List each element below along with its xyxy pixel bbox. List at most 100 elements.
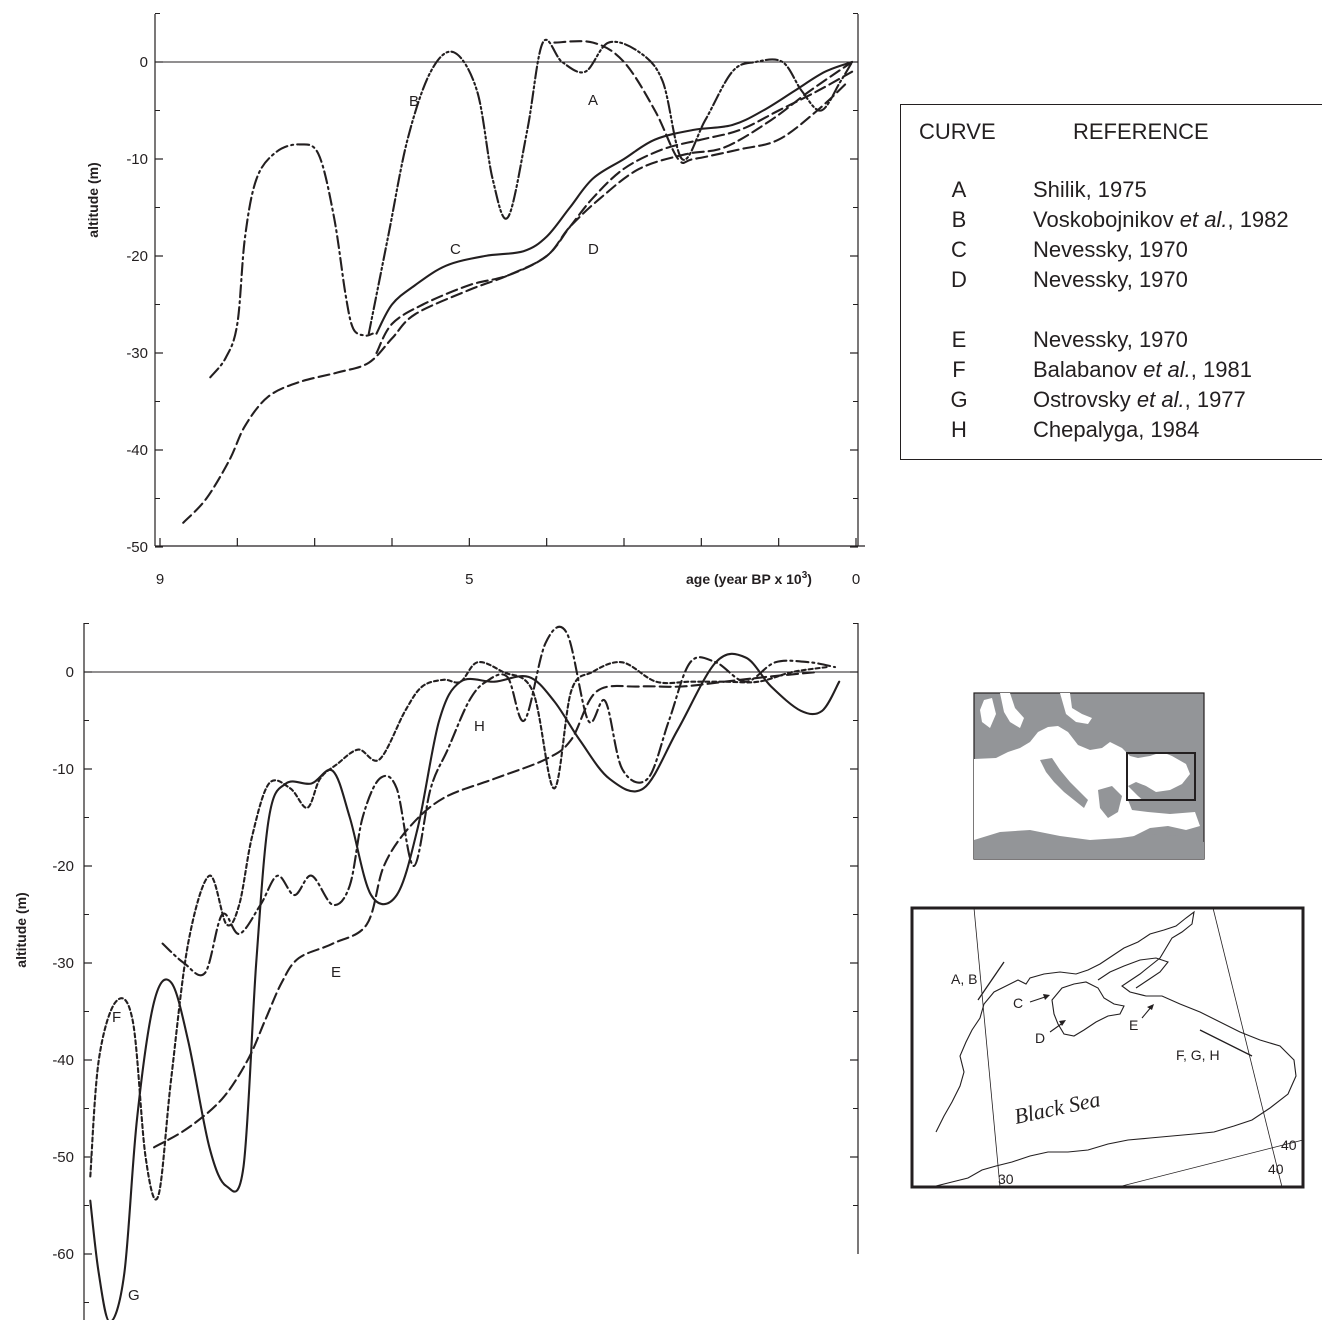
legend-row-G: G Ostrovsky et al., 1977 xyxy=(901,387,1322,417)
top-label-B: B xyxy=(409,93,419,110)
arrow-C-head xyxy=(1043,994,1050,1000)
legend-row-A: A Shilik, 1975 xyxy=(901,177,1322,207)
bottom-label-F: F xyxy=(112,1009,121,1026)
europe-anatolia xyxy=(1128,798,1195,814)
top-xtick-label-2: 0 xyxy=(852,571,860,588)
bottom-series xyxy=(89,625,841,1320)
bottom-series-H-3 xyxy=(161,625,837,977)
x-axis-title-text: age (year BP x 10 xyxy=(686,571,802,587)
top-series-B-1 xyxy=(367,38,854,335)
legend-reference: Voskobojnikov et al., 1982 xyxy=(1033,207,1289,233)
top-x-ticks: 9 5 0 xyxy=(156,538,860,588)
legend-ref-year: , 1981 xyxy=(1190,357,1252,382)
top-ytick-label-2: -20 xyxy=(126,248,148,265)
crimea-peninsula xyxy=(1051,981,1125,1037)
legend-ref-etal: et al. xyxy=(1136,387,1185,412)
europe-italy xyxy=(1040,758,1088,808)
legend-key: F xyxy=(952,357,966,382)
bottom-chart: 0 -10 -20 -30 -40 -50 -60 altitude (m) E F G H xyxy=(13,623,859,1320)
map-label-D: D xyxy=(1035,1030,1045,1046)
arrow-D-head xyxy=(1059,1020,1066,1026)
legend-key: C xyxy=(951,237,967,262)
legend-ref-author: Voskobojnikov xyxy=(1033,207,1180,232)
bottom-series-F-1 xyxy=(89,661,828,1201)
map-label-C: C xyxy=(1013,995,1023,1011)
legend-reference: Nevessky, 1970 xyxy=(1033,327,1188,353)
europe-locator-map xyxy=(973,692,1205,860)
x-axis-title-sup: 3 xyxy=(802,570,808,581)
bottom-ytick-label-3: -30 xyxy=(52,955,74,972)
top-series-D-3 xyxy=(375,70,854,355)
top-ytick-label-5: -50 xyxy=(126,539,148,556)
map-grid-label-30: 30 xyxy=(998,1171,1014,1187)
legend-reference: Nevessky, 1970 xyxy=(1033,237,1188,263)
bottom-ytick-label-2: -20 xyxy=(52,858,74,875)
legend-key: B xyxy=(951,207,967,232)
legend-key: E xyxy=(951,327,967,352)
legend-ref-etal: et al. xyxy=(1143,357,1191,382)
legend-ref-author: Nevessky, 1970 xyxy=(1033,237,1188,262)
meridian-30 xyxy=(973,907,1001,1188)
legend-row-E: E Nevessky, 1970 xyxy=(901,327,1322,357)
europe-greece xyxy=(1098,786,1122,818)
bottom-ytick-label-4: -40 xyxy=(52,1052,74,1069)
top-y-ticks: 0 -10 -20 -30 -40 -50 xyxy=(126,13,858,556)
legend-row-F: F Balabanov et al., 1981 xyxy=(901,357,1322,387)
top-y-axis-title: altitude (m) xyxy=(85,162,101,237)
top-x-axis-title: age (year BP x 103) xyxy=(686,570,812,587)
bottom-series-E-0 xyxy=(153,670,820,1149)
arrow-E-head xyxy=(1147,1004,1154,1010)
top-ytick-label-0: 0 xyxy=(140,54,148,71)
top-xtick-label-1: 5 xyxy=(465,571,473,588)
legend-row-B: B Voskobojnikov et al., 1982 xyxy=(901,207,1322,237)
legend-ref-author: Nevessky, 1970 xyxy=(1033,267,1188,292)
map-label-E: E xyxy=(1129,1017,1138,1033)
legend-row-D: D Nevessky, 1970 xyxy=(901,267,1322,297)
bottom-ytick-label-1: -10 xyxy=(52,761,74,778)
legend-reference: Balabanov et al., 1981 xyxy=(1033,357,1252,383)
meridian-40 xyxy=(1212,907,1283,1188)
transect-A-B xyxy=(977,961,1005,1001)
legend-header-curve: CURVE xyxy=(919,119,996,144)
bottom-y-axis-title: altitude (m) xyxy=(13,892,29,967)
bottom-ytick-label-6: -60 xyxy=(52,1246,74,1263)
europe-north-sea xyxy=(1000,693,1024,728)
legend-ref-author: Chepalyga, 1984 xyxy=(1033,417,1200,442)
legend-ref-year: , 1982 xyxy=(1227,207,1289,232)
bottom-series-G-2 xyxy=(89,652,841,1320)
top-series-H-4 xyxy=(209,143,374,379)
europe-britain xyxy=(980,698,996,728)
bottom-ytick-label-0: 0 xyxy=(66,664,74,681)
legend-key: H xyxy=(951,417,967,442)
legend-key: G xyxy=(950,387,968,412)
legend-key: D xyxy=(951,267,967,292)
top-label-C: C xyxy=(450,241,461,258)
black-sea-map-frame xyxy=(910,906,1305,1189)
europe-africa xyxy=(974,830,1204,859)
legend-ref-author: Balabanov xyxy=(1033,357,1144,382)
legend-ref-author: Ostrovsky xyxy=(1033,387,1137,412)
top-xtick-label-0: 9 xyxy=(156,571,164,588)
top-chart: 0 -10 -20 -30 -40 -50 9 5 0 altitude (m) age (y… xyxy=(85,13,865,588)
legend-ref-author: Shilik, 1975 xyxy=(1033,177,1147,202)
bottom-label-G: G xyxy=(128,1287,140,1304)
top-label-D: D xyxy=(588,241,599,258)
black-sea-highlight-box xyxy=(1126,752,1196,801)
top-series-A-0 xyxy=(553,40,850,164)
black-sea-coastline xyxy=(935,910,1297,1187)
top-series xyxy=(182,38,854,524)
legend-header-reference: REFERENCE xyxy=(1073,119,1209,144)
bottom-label-H: H xyxy=(474,718,485,735)
legend-ref-year: , 1977 xyxy=(1184,387,1246,412)
europe-baltic xyxy=(1060,693,1092,724)
legend-ref-author: Nevessky, 1970 xyxy=(1033,327,1188,352)
top-ytick-label-1: -10 xyxy=(126,151,148,168)
legend-row-H: H Chepalyga, 1984 xyxy=(901,417,1322,447)
black-sea-map: A, B C D E F, G, H Black Sea 30 40 40 xyxy=(910,906,1305,1189)
top-series-C-2 xyxy=(375,60,854,335)
legend-reference: Nevessky, 1970 xyxy=(1033,267,1188,293)
legend-row-C: C Nevessky, 1970 xyxy=(901,237,1322,267)
top-series-E-5 xyxy=(182,60,854,524)
legend-reference: Chepalyga, 1984 xyxy=(1033,417,1199,443)
